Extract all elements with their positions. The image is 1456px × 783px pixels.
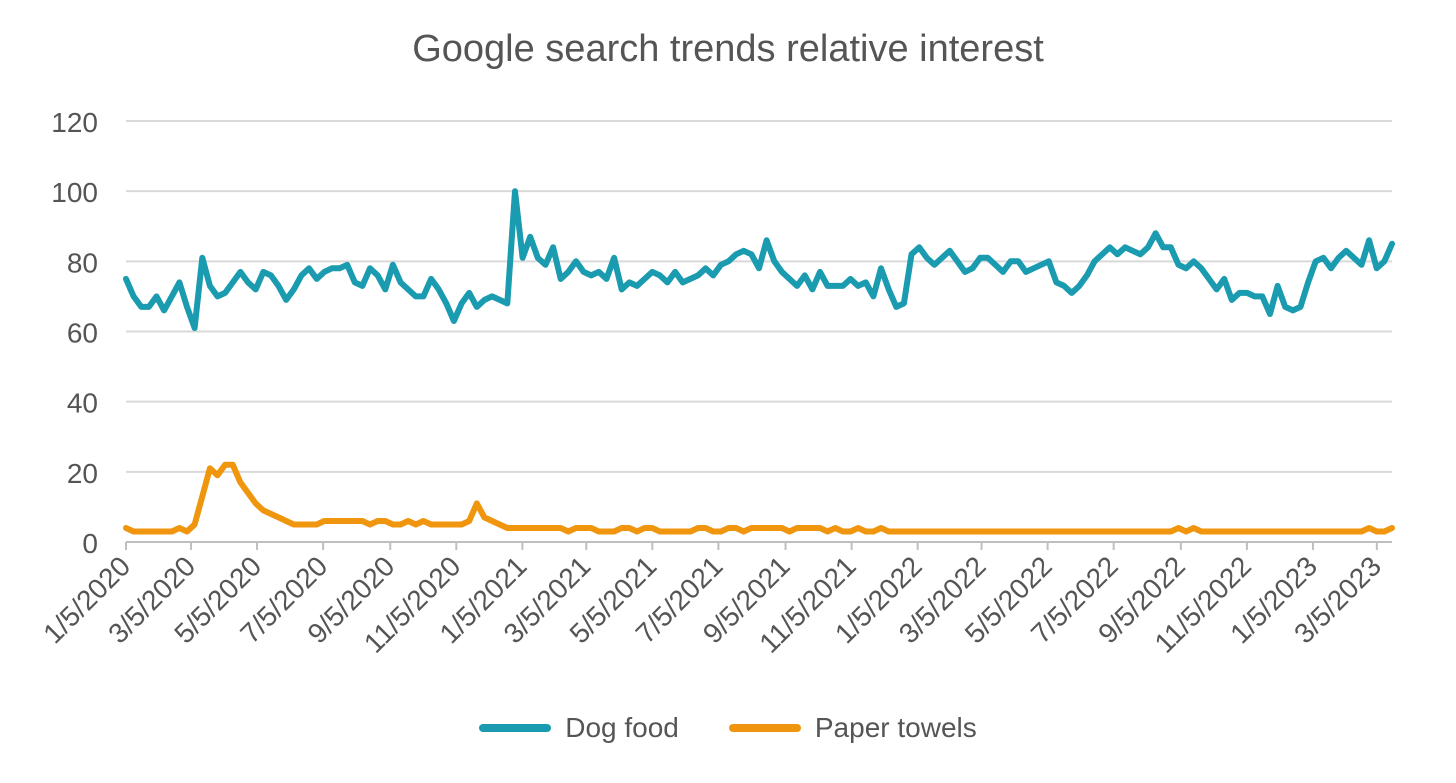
y-tick-label: 20	[67, 458, 98, 489]
y-tick-label: 60	[67, 318, 98, 349]
y-tick-label: 100	[51, 177, 98, 208]
series-line-paper-towels	[123, 461, 1395, 535]
gridlines	[126, 120, 1392, 473]
y-tick-label: 120	[51, 107, 98, 138]
legend-label-dog-food: Dog food	[565, 712, 679, 743]
legend-item-dog-food: Dog food	[479, 712, 679, 744]
x-axis: 1/5/20203/5/20205/5/20207/5/20209/5/2020…	[37, 541, 1392, 659]
y-tick-label: 80	[67, 247, 98, 278]
legend-swatch-paper-towels	[728, 724, 801, 732]
legend-swatch-dog-food	[479, 724, 552, 732]
series-line-dog-food	[123, 188, 1395, 331]
y-tick-label: 40	[67, 388, 98, 419]
series-lines	[123, 188, 1395, 535]
y-tick-label: 0	[82, 528, 98, 559]
chart-title: Google search trends relative interest	[412, 28, 1044, 70]
legend: Dog food Paper towels	[0, 712, 1456, 744]
legend-label-paper-towels: Paper towels	[814, 712, 977, 743]
y-axis-tick-labels: 0 20 40 60 80 100 120	[51, 107, 98, 559]
legend-item-paper-towels: Paper towels	[728, 712, 977, 744]
